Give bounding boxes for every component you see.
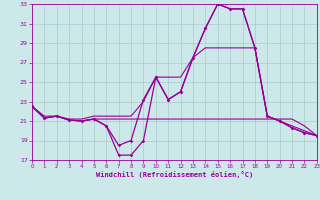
X-axis label: Windchill (Refroidissement éolien,°C): Windchill (Refroidissement éolien,°C)	[96, 171, 253, 178]
